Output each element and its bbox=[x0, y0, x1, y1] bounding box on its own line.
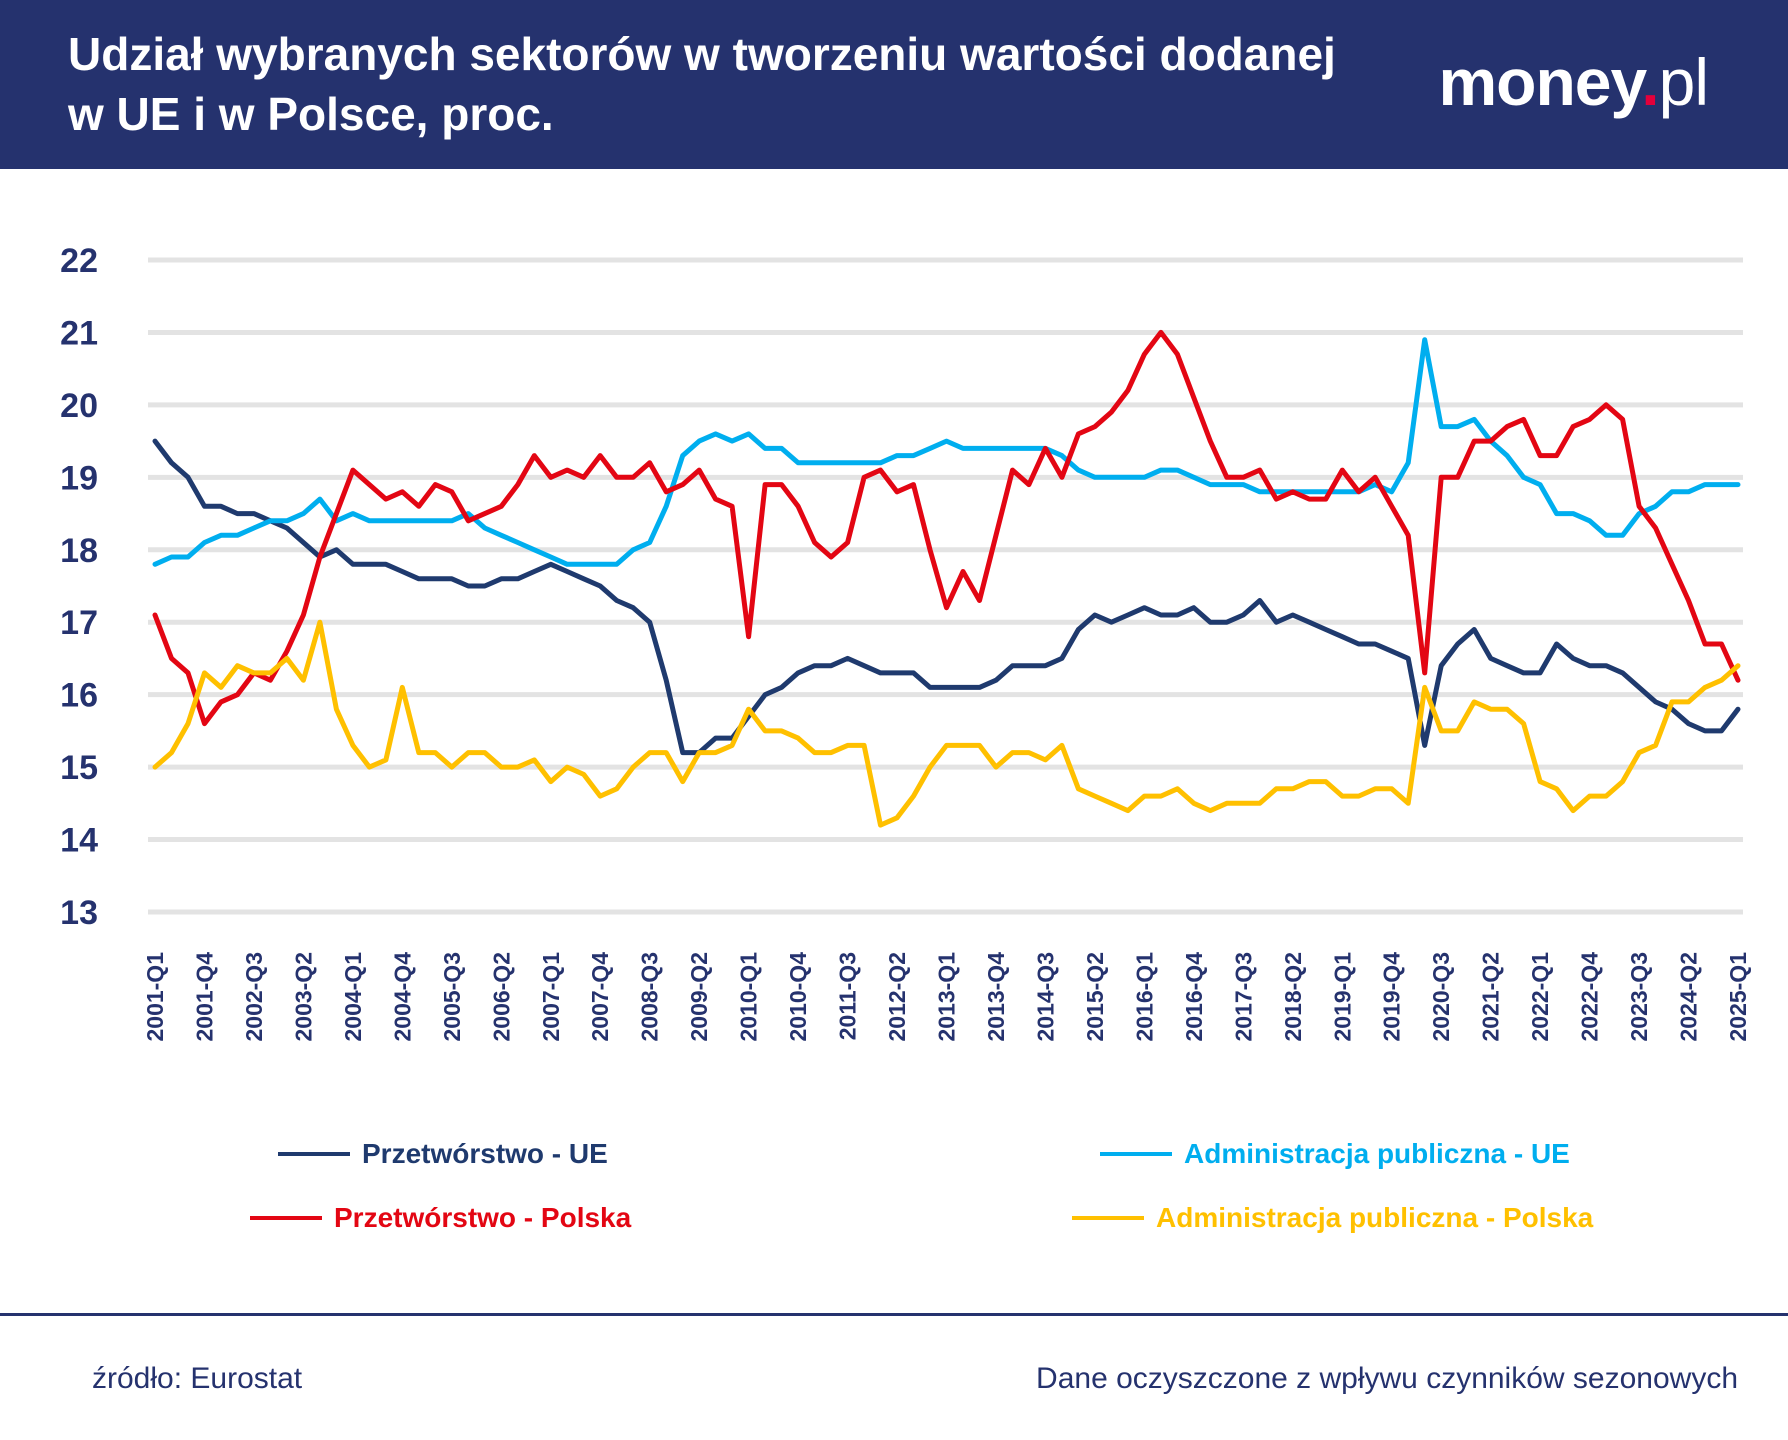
legend-item-administracja-ue: Administracja publiczna - UE bbox=[1100, 1138, 1570, 1170]
x-tick-label: 2021-Q2 bbox=[1478, 952, 1504, 1042]
x-tick-label: 2019-Q1 bbox=[1329, 952, 1355, 1042]
x-tick-label: 2016-Q4 bbox=[1181, 952, 1207, 1042]
x-tick-label: 2023-Q3 bbox=[1626, 952, 1652, 1042]
x-tick-label: 2002-Q3 bbox=[241, 952, 267, 1042]
x-tick-label: 2020-Q3 bbox=[1428, 952, 1454, 1042]
y-tick-label: 21 bbox=[60, 314, 98, 352]
x-tick-label: 2017-Q3 bbox=[1230, 952, 1256, 1042]
legend-item-administracja-polska: Administracja publiczna - Polska bbox=[1072, 1202, 1593, 1234]
x-tick-label: 2006-Q2 bbox=[488, 952, 514, 1042]
line-chart: 13 14 15 16 17 18 19 20 21 22 2001-Q1 2001-Q4 2002-Q… bbox=[60, 242, 1751, 1042]
legend-label: Przetwórstwo - Polska bbox=[334, 1202, 632, 1233]
x-tick-label: 2001-Q4 bbox=[191, 952, 217, 1042]
legend-item-przetworstwo-polska: Przetwórstwo - Polska bbox=[250, 1202, 631, 1234]
x-tick-label: 2009-Q2 bbox=[686, 952, 712, 1042]
series-line-1 bbox=[152, 438, 1741, 756]
x-tick-label: 2022-Q4 bbox=[1577, 952, 1603, 1042]
x-tick-label: 2010-Q1 bbox=[736, 952, 762, 1042]
x-tick-label: 2003-Q2 bbox=[290, 952, 316, 1042]
x-tick-label: 2012-Q2 bbox=[884, 952, 910, 1042]
legend-swatch bbox=[278, 1152, 350, 1156]
legend-label: Administracja publiczna - UE bbox=[1184, 1138, 1570, 1169]
x-tick-label: 2025-Q1 bbox=[1725, 952, 1751, 1042]
y-tick-label: 16 bbox=[60, 677, 98, 715]
legend-label: Administracja publiczna - Polska bbox=[1156, 1202, 1594, 1233]
series-line-4 bbox=[152, 619, 1741, 828]
x-tick-label: 2007-Q4 bbox=[587, 952, 613, 1042]
x-tick-label: 2018-Q2 bbox=[1280, 952, 1306, 1042]
x-tick-label: 2001-Q1 bbox=[142, 952, 168, 1042]
y-tick-label: 22 bbox=[60, 242, 98, 280]
y-tick-label: 20 bbox=[60, 387, 98, 425]
footer-divider bbox=[0, 1313, 1788, 1316]
x-tick-label: 2013-Q1 bbox=[934, 952, 960, 1042]
legend-swatch bbox=[250, 1216, 322, 1220]
x-tick-label: 2011-Q3 bbox=[835, 952, 861, 1040]
series-line-3 bbox=[152, 329, 1741, 727]
y-tick-label: 18 bbox=[60, 532, 98, 570]
x-tick-label: 2005-Q3 bbox=[439, 952, 465, 1042]
x-tick-label: 2014-Q3 bbox=[1032, 952, 1058, 1042]
y-tick-label: 14 bbox=[60, 822, 98, 860]
x-tick-label: 2024-Q2 bbox=[1676, 952, 1702, 1042]
legend-item-przetworstwo-ue: Przetwórstwo - UE bbox=[278, 1138, 608, 1170]
legend-label: Przetwórstwo - UE bbox=[362, 1138, 608, 1169]
x-tick-label: 2022-Q1 bbox=[1527, 952, 1553, 1042]
x-tick-label: 2013-Q4 bbox=[983, 952, 1009, 1042]
x-tick-label: 2004-Q1 bbox=[340, 952, 366, 1042]
series-line-2 bbox=[152, 337, 1741, 567]
header-banner: Udział wybranych sektorów w tworzeniu wa… bbox=[0, 0, 1788, 169]
y-tick-label: 19 bbox=[60, 459, 98, 497]
source-note: źródło: Eurostat bbox=[92, 1362, 303, 1395]
y-tick-label: 15 bbox=[60, 749, 98, 787]
money-pl-logo: money.pl bbox=[1438, 45, 1709, 119]
x-tick-label: 2010-Q4 bbox=[785, 952, 811, 1042]
y-tick-label: 17 bbox=[60, 604, 98, 642]
x-tick-label: 2007-Q1 bbox=[538, 952, 564, 1042]
x-tick-label: 2004-Q4 bbox=[389, 952, 415, 1042]
x-tick-label: 2015-Q2 bbox=[1082, 952, 1108, 1042]
legend-swatch bbox=[1100, 1152, 1172, 1156]
x-tick-label: 2008-Q3 bbox=[637, 952, 663, 1042]
x-tick-label: 2019-Q4 bbox=[1379, 952, 1405, 1042]
seasonal-adjustment-note: Dane oczyszczone z wpływu czynników sezo… bbox=[1036, 1362, 1738, 1395]
x-tick-label: 2016-Q1 bbox=[1131, 952, 1157, 1042]
y-tick-label: 13 bbox=[60, 894, 98, 932]
chart-title: Udział wybranych sektorów w tworzeniu wa… bbox=[68, 28, 1336, 140]
legend-swatch bbox=[1072, 1216, 1144, 1220]
